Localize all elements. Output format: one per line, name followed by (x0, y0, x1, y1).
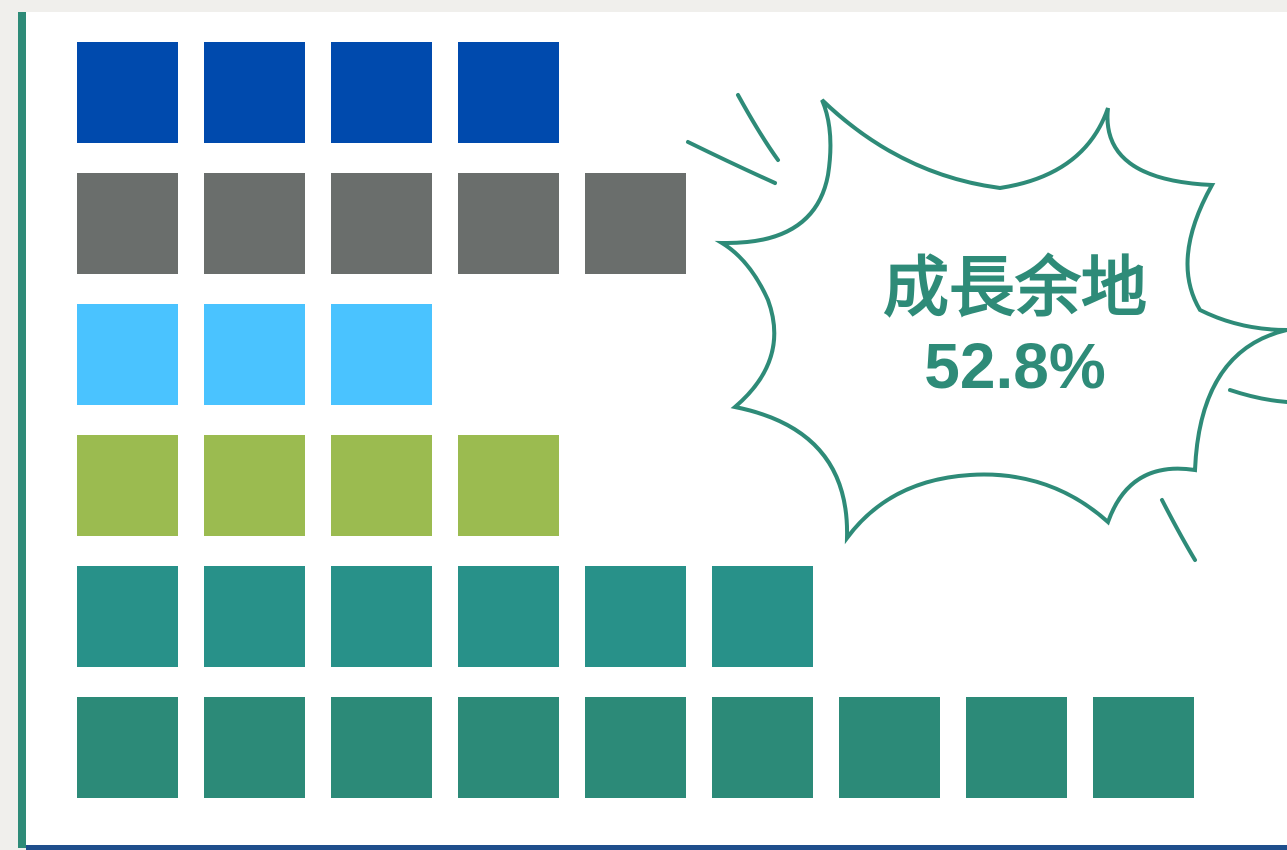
unit-square (204, 304, 305, 405)
unit-square (331, 566, 432, 667)
unit-square (77, 435, 178, 536)
unit-square (712, 566, 813, 667)
unit-square (331, 173, 432, 274)
unit-square (204, 435, 305, 536)
unit-square (77, 304, 178, 405)
unit-square (204, 566, 305, 667)
unit-square (77, 42, 178, 143)
unit-square (331, 435, 432, 536)
unit-square (77, 173, 178, 274)
unit-square (585, 173, 686, 274)
unit-square (77, 697, 178, 798)
left-border (18, 12, 26, 848)
unit-square (458, 42, 559, 143)
annotation-title: 成長余地 (883, 250, 1147, 324)
unit-square (77, 566, 178, 667)
unit-square (458, 435, 559, 536)
unit-square (585, 566, 686, 667)
unit-square (204, 173, 305, 274)
unit-square (331, 304, 432, 405)
unit-square (458, 697, 559, 798)
pictograph (77, 42, 1194, 798)
unit-square (331, 697, 432, 798)
unit-square (1093, 697, 1194, 798)
unit-square (204, 697, 305, 798)
unit-square (458, 566, 559, 667)
burst (686, 93, 1287, 562)
unit-square (204, 42, 305, 143)
spark (1228, 388, 1287, 404)
unit-square (458, 173, 559, 274)
spark (736, 93, 780, 162)
unit-square (585, 697, 686, 798)
bottom-border (26, 845, 1287, 850)
unit-square (331, 42, 432, 143)
unit-square (712, 697, 813, 798)
spark (1160, 498, 1197, 562)
unit-square (839, 697, 940, 798)
annotation-value: 52.8% (924, 330, 1105, 402)
spark (686, 140, 777, 185)
unit-square (966, 697, 1067, 798)
burst-outline (714, 98, 1287, 545)
